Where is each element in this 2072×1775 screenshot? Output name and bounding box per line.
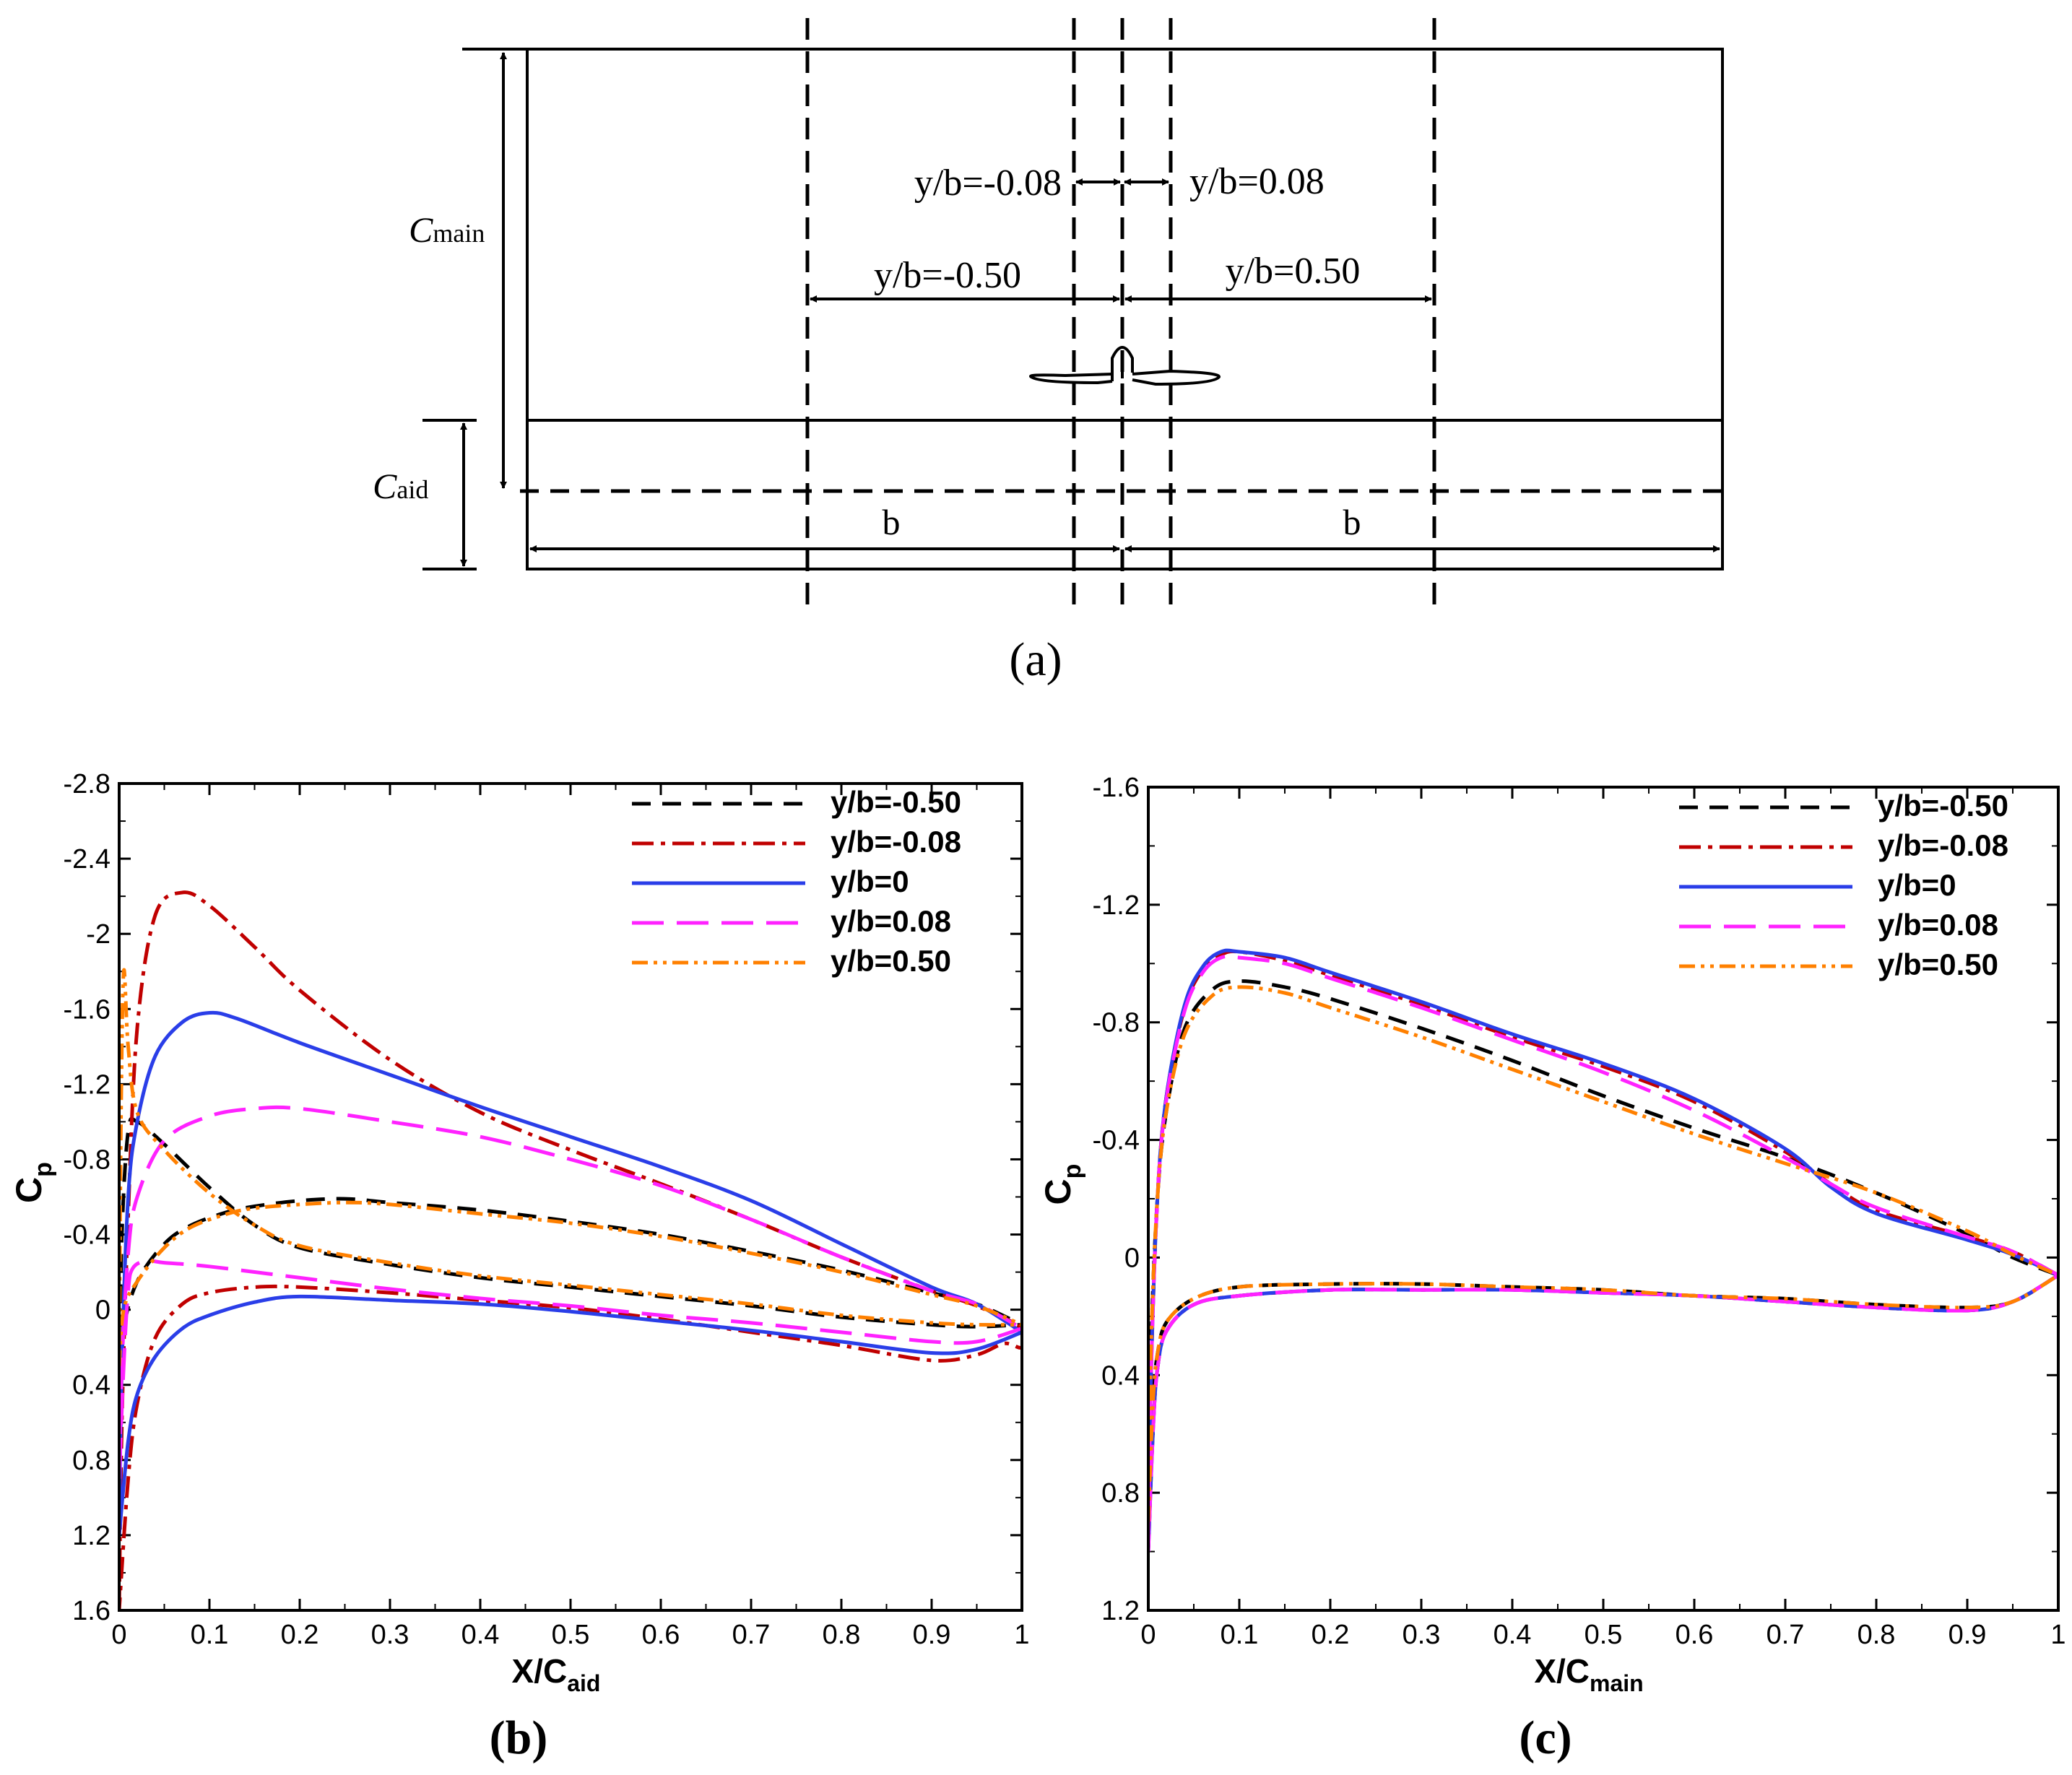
- legend-label: y/b=0.50: [831, 944, 951, 978]
- y-tick-label: -1.2: [1093, 890, 1140, 921]
- x-tick-label: 0.2: [1312, 1620, 1350, 1650]
- chart-b: 0 0.1 0.2 0.3 0.4 0.5 0.6 0.7 0.8 0.9 1 -2.8 -2.4 -2 -…: [9, 769, 1030, 1696]
- x-tick-label: 0.2: [281, 1620, 319, 1650]
- x-tick-label: 0: [111, 1620, 126, 1650]
- y-tick-label: 0.8: [1101, 1478, 1140, 1509]
- legend-label: y/b=-0.08: [1878, 828, 2008, 862]
- x-axis-label: X/Cmain: [1534, 1652, 1643, 1696]
- label-b-left: b: [883, 502, 901, 542]
- x-axis-label: X/Caid: [512, 1652, 601, 1696]
- caption-b: (b): [490, 1711, 548, 1764]
- x-tick-label: 0.5: [552, 1620, 590, 1650]
- c-aid-label: Caid: [373, 466, 428, 506]
- y-tick-label: -2.4: [64, 844, 110, 875]
- x-tick-label: 0.4: [1494, 1620, 1532, 1650]
- series-line-b-3: [119, 1105, 1022, 1479]
- label-yb-m050: y/b=-0.50: [874, 255, 1021, 296]
- x-tick-label: 0.1: [1221, 1620, 1259, 1650]
- y-tick-label: -0.4: [64, 1220, 110, 1251]
- series-line-b-0: [119, 1116, 1022, 1385]
- y-tick-label: -1.6: [1093, 773, 1140, 803]
- x-tick-label: 0: [1140, 1620, 1156, 1650]
- y-tick-label: -2: [86, 919, 110, 950]
- label-yb-p008: y/b=0.08: [1189, 161, 1325, 202]
- x-tick-label: 0.3: [1403, 1620, 1441, 1650]
- legend-label: y/b=0.50: [1878, 947, 1998, 981]
- caption-a: (a): [1009, 633, 1062, 686]
- chart-c: 0 0.1 0.2 0.3 0.4 0.5 0.6 0.7 0.8 0.9 1 -1.6 -1.2 -0.…: [1038, 773, 2066, 1696]
- x-tick-label: 0.6: [1676, 1620, 1714, 1650]
- plot-frame: [118, 782, 1023, 1612]
- panel-a-schematic: Cmain Caid y/b=-0.08 y/b=0.08 y/b=-0.50 …: [373, 18, 1724, 686]
- x-tick-label: 0.7: [732, 1620, 771, 1650]
- y-axis-label: Cp: [1038, 1164, 1086, 1205]
- x-tick-label: 0.9: [1949, 1620, 1987, 1650]
- legend-label: y/b=0.08: [831, 904, 951, 938]
- legend-label: y/b=-0.50: [831, 785, 961, 819]
- y-tick-label: -0.8: [1093, 1008, 1140, 1038]
- x-tick-label: 0.8: [823, 1620, 861, 1650]
- legend-label: y/b=0: [1878, 868, 1956, 902]
- plot-frame: [1147, 786, 2060, 1612]
- y-tick-label: -0.8: [64, 1145, 110, 1175]
- x-tick-label: 0.1: [191, 1620, 229, 1650]
- c-main-label: Cmain: [409, 209, 485, 250]
- series-line-b-2: [119, 1010, 1022, 1536]
- y-tick-label: -1.2: [64, 1069, 110, 1100]
- x-tick-label: 1: [1014, 1620, 1029, 1650]
- x-tick-label: 0.4: [461, 1620, 500, 1650]
- x-tick-label: 0.5: [1585, 1620, 1623, 1650]
- nacelle-sketch: [1028, 346, 1221, 386]
- label-yb-m008: y/b=-0.08: [914, 162, 1062, 204]
- legend-label: y/b=0.08: [1878, 908, 1998, 942]
- y-tick-label: -1.6: [64, 994, 110, 1025]
- series-line-c-3: [1148, 954, 2058, 1552]
- y-tick-label: 1.6: [72, 1596, 110, 1626]
- x-tick-label: 0.7: [1767, 1620, 1805, 1650]
- legend-label: y/b=-0.08: [831, 825, 961, 859]
- series-line-b-1: [119, 890, 1022, 1610]
- y-tick-label: 0.4: [1101, 1360, 1140, 1391]
- series-line-c-1: [1148, 949, 2058, 1552]
- y-tick-label: 0.4: [72, 1371, 110, 1401]
- y-tick-label: -0.4: [1093, 1126, 1140, 1156]
- label-b-right: b: [1343, 502, 1361, 542]
- x-tick-label: 0.3: [371, 1620, 409, 1650]
- y-tick-label: 1.2: [1101, 1596, 1140, 1626]
- legend-label: y/b=0: [831, 864, 909, 898]
- series-line-c-0: [1148, 979, 2058, 1522]
- x-tick-label: 1: [2050, 1620, 2066, 1650]
- y-tick-label: -2.8: [64, 769, 110, 799]
- y-tick-label: 0.8: [72, 1446, 110, 1476]
- x-tick-label: 0.9: [913, 1620, 951, 1650]
- x-tick-label: 0.8: [1858, 1620, 1896, 1650]
- series-line-c-4: [1148, 985, 2058, 1522]
- label-yb-p050: y/b=0.50: [1226, 251, 1361, 292]
- caption-c: (c): [1519, 1711, 1572, 1764]
- legend-label: y/b=-0.50: [1878, 789, 2008, 823]
- y-tick-label: 1.2: [72, 1521, 110, 1551]
- wing-outline: [526, 48, 1724, 570]
- series-line-c-2: [1148, 948, 2058, 1552]
- y-tick-label: 0: [95, 1296, 110, 1326]
- x-tick-label: 0.6: [642, 1620, 680, 1650]
- y-axis-label: Cp: [9, 1162, 57, 1203]
- y-tick-label: 0: [1124, 1243, 1140, 1273]
